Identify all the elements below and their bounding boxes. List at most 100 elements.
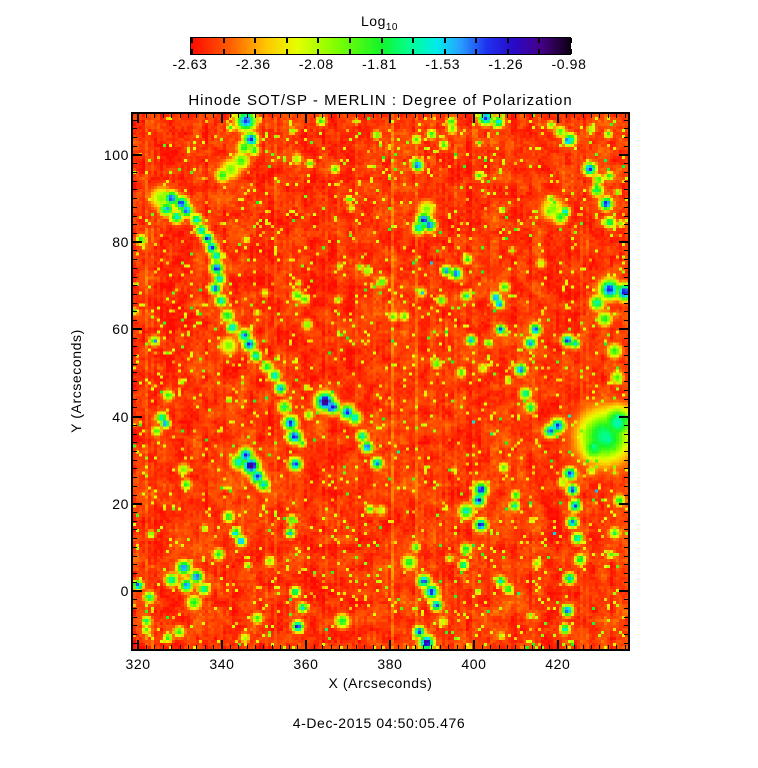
- x-axis-tick: [465, 645, 467, 649]
- y-axis-tick: [624, 294, 628, 295]
- x-axis-tick: [304, 114, 307, 123]
- y-axis-tick: [133, 546, 137, 548]
- y-axis-tick: [133, 389, 137, 391]
- x-axis-tick: [414, 645, 416, 649]
- x-axis-tick: [355, 645, 357, 649]
- y-axis-tick: [133, 494, 137, 496]
- y-axis-tick: [624, 477, 628, 479]
- x-axis-tick: [465, 114, 467, 118]
- y-axis-tick: [624, 573, 628, 575]
- y-axis-tick: [619, 153, 628, 156]
- x-axis-tick: [297, 645, 299, 649]
- x-axis-tick: [548, 114, 550, 118]
- x-axis-tick: [607, 114, 609, 118]
- x-axis-tick: [406, 645, 408, 649]
- y-axis-tick: [624, 381, 628, 383]
- y-axis-tick: [133, 153, 142, 156]
- y-axis-tick: [624, 119, 628, 121]
- x-axis-tick: [431, 114, 433, 118]
- colorbar-tick: [285, 38, 288, 43]
- y-axis-tick: [624, 259, 628, 261]
- y-axis-tick: [624, 337, 628, 339]
- x-tick-label: 400: [461, 656, 487, 672]
- y-axis-tick: [624, 407, 628, 409]
- x-axis-tick: [590, 645, 592, 649]
- y-axis-tick: [624, 529, 628, 531]
- x-axis-tick: [490, 645, 492, 649]
- x-axis-tick: [322, 645, 324, 649]
- x-axis-tick: [381, 114, 383, 118]
- polarization-heatmap: [133, 114, 628, 649]
- y-axis-tick: [624, 189, 628, 191]
- x-axis-tick: [456, 645, 458, 649]
- x-axis-tick: [246, 645, 248, 649]
- x-axis-tick: [515, 645, 517, 649]
- x-axis-tick: [616, 114, 618, 118]
- x-axis-tick: [565, 114, 567, 118]
- x-axis-tick: [498, 645, 500, 649]
- y-axis-tick: [133, 599, 137, 601]
- colorbar-tick: [412, 49, 415, 54]
- colorbar-tick: [538, 38, 541, 43]
- y-axis-tick: [133, 119, 137, 121]
- y-axis-tick: [133, 590, 142, 592]
- x-axis-tick: [431, 645, 433, 649]
- y-axis-tick: [624, 424, 628, 426]
- y-axis-tick: [624, 363, 628, 365]
- y-axis-tick: [133, 276, 137, 278]
- y-axis-tick: [133, 363, 137, 365]
- y-axis-tick: [624, 538, 628, 540]
- x-axis-tick: [582, 645, 584, 649]
- x-axis-tick: [397, 645, 399, 649]
- y-axis-tick: [619, 328, 628, 331]
- x-axis-tick: [238, 114, 240, 118]
- colorbar-tick: [348, 38, 351, 43]
- y-axis-tick: [624, 494, 628, 496]
- x-tick-label: 420: [545, 656, 571, 672]
- y-axis-tick: [624, 180, 628, 182]
- y-axis-tick: [624, 520, 628, 522]
- observation-timestamp: 4-Dec-2015 04:50:05.476: [292, 715, 466, 731]
- y-tick-label: 100: [103, 146, 129, 163]
- x-axis-tick: [556, 114, 559, 123]
- colorbar-tick: [570, 49, 572, 54]
- y-axis-tick: [133, 381, 137, 383]
- x-axis-tick: [523, 645, 525, 649]
- x-axis-tick: [238, 645, 240, 649]
- y-axis-tick: [624, 250, 628, 252]
- x-axis-tick: [355, 114, 357, 118]
- y-axis-label: Y (Arcseconds): [68, 329, 84, 433]
- x-tick-label: 360: [293, 656, 319, 672]
- x-axis-tick: [229, 114, 231, 118]
- colorbar-tick: [443, 38, 446, 43]
- x-axis-tick: [556, 640, 559, 649]
- colorbar-tick: [222, 38, 225, 43]
- x-axis-tick: [599, 645, 601, 649]
- y-axis-tick: [624, 546, 628, 548]
- plot-frame: [131, 112, 630, 651]
- x-axis-tick: [255, 114, 257, 118]
- x-axis-tick: [137, 114, 140, 123]
- y-axis-tick: [133, 477, 137, 479]
- x-axis-tick: [372, 114, 374, 118]
- y-axis-tick: [624, 355, 628, 357]
- y-axis-tick: [624, 137, 628, 139]
- y-axis-tick: [133, 642, 137, 644]
- y-axis-tick: [624, 442, 628, 444]
- y-axis-tick: [624, 468, 628, 470]
- y-axis-tick: [133, 294, 137, 295]
- x-axis-tick: [304, 640, 307, 649]
- y-axis-tick: [133, 145, 137, 147]
- y-axis-tick: [624, 372, 628, 374]
- x-axis-tick: [271, 645, 273, 649]
- x-axis-tick: [540, 114, 542, 118]
- y-axis-tick: [624, 311, 628, 313]
- x-axis-tick: [196, 114, 198, 118]
- y-axis-tick: [133, 320, 137, 322]
- x-axis-tick: [507, 114, 508, 118]
- y-axis-tick: [133, 302, 137, 304]
- y-axis-tick: [624, 163, 628, 165]
- x-axis-tick: [137, 640, 140, 649]
- y-axis-tick: [624, 450, 628, 452]
- y-axis-tick: [133, 241, 142, 244]
